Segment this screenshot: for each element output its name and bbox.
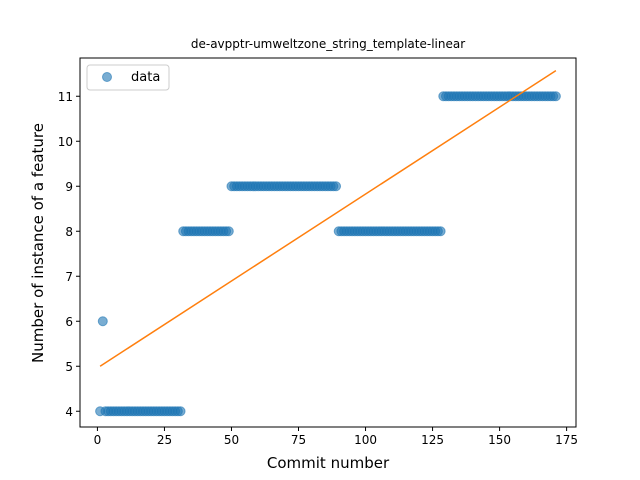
x-tick-label: 150 (488, 433, 511, 447)
y-tick-label: 11 (58, 90, 73, 104)
fit-line-group (99, 69, 557, 367)
x-tick-label: 100 (354, 433, 377, 447)
x-axis-label: Commit number (267, 454, 390, 472)
data-point (435, 226, 446, 237)
y-axis-ticks: 4 5 6 7 8 9 10 11 (58, 90, 80, 419)
x-tick-label: 175 (555, 433, 578, 447)
x-axis-ticks: 0 25 50 75 100 125 150 175 (94, 427, 578, 447)
data-point (175, 406, 186, 417)
x-tick-label: 75 (291, 433, 306, 447)
x-tick-label: 25 (157, 433, 172, 447)
y-tick-label: 5 (65, 360, 73, 374)
fit-line (99, 69, 557, 367)
legend-label-data: data (131, 70, 160, 85)
x-tick-label: 125 (421, 433, 444, 447)
data-points (95, 91, 561, 417)
y-tick-label: 4 (65, 405, 73, 419)
y-axis-label: Number of instance of a feature (29, 123, 47, 363)
data-point (223, 226, 234, 237)
legend-marker-data (102, 72, 112, 82)
data-point (550, 91, 561, 102)
legend: data (86, 64, 170, 91)
data-point (331, 181, 342, 192)
y-tick-label: 8 (65, 225, 73, 239)
chart-title: de-avpptr-umweltzone_string_template-lin… (191, 37, 465, 51)
y-tick-label: 6 (65, 315, 73, 329)
y-tick-label: 10 (58, 135, 73, 149)
y-tick-label: 9 (65, 180, 73, 194)
plot-frame (79, 57, 577, 428)
x-tick-label: 0 (94, 433, 102, 447)
y-tick-label: 7 (65, 270, 73, 284)
plot-background (80, 58, 576, 427)
data-point (97, 316, 108, 327)
x-tick-label: 50 (224, 433, 239, 447)
legend-box (86, 64, 170, 91)
